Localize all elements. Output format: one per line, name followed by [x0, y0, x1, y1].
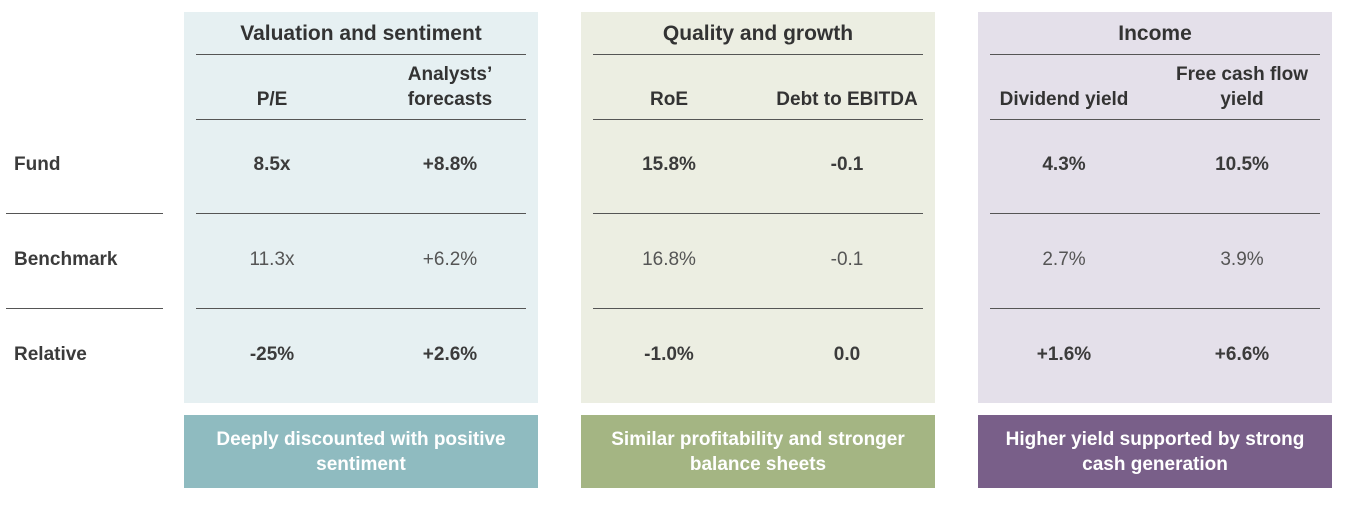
row-divider: [196, 213, 526, 214]
header-underline: [196, 119, 526, 120]
row-label-benchmark: Benchmark: [14, 249, 118, 270]
benchmark-debt-to-ebitda: -0.1: [830, 249, 864, 270]
column-header-free-cash-flow-yield: Free cash flow yield: [1176, 64, 1308, 110]
column-header-analysts-forecasts: Analysts’ forecasts: [407, 64, 493, 110]
row-divider: [6, 213, 163, 214]
panel-title: Income: [1118, 22, 1192, 45]
relative-free-cash-flow-yield: +6.6%: [1214, 344, 1270, 365]
header-underline: [593, 119, 923, 120]
fund-dividend-yield: 4.3%: [1042, 154, 1086, 175]
fund-free-cash-flow-yield: 10.5%: [1215, 154, 1269, 175]
fund-debt-to-ebitda: -0.1: [830, 154, 864, 175]
relative-dividend-yield: +1.6%: [1036, 344, 1092, 365]
panel-title: Valuation and sentiment: [240, 22, 482, 45]
summary-text: Deeply discounted with positive sentimen…: [216, 428, 506, 475]
title-underline: [196, 54, 526, 55]
summary-income: Higher yield supported by strong cash ge…: [978, 415, 1332, 488]
benchmark-free-cash-flow-yield: 3.9%: [1220, 249, 1264, 270]
column-header-pe: P/E: [256, 89, 288, 110]
panel-valuation-sentiment: Valuation and sentiment P/E Analysts’ fo…: [184, 12, 538, 403]
benchmark-analysts-forecasts: +6.2%: [422, 249, 478, 270]
title-underline: [990, 54, 1320, 55]
header-underline: [990, 119, 1320, 120]
panel-title: Quality and growth: [662, 22, 854, 45]
row-divider: [593, 308, 923, 309]
row-label-relative: Relative: [14, 344, 87, 365]
relative-analysts-forecasts: +2.6%: [422, 344, 478, 365]
panel-income: Income Dividend yield Free cash flow yie…: [978, 12, 1332, 403]
row-divider: [6, 308, 163, 309]
column-header-debt-to-ebitda: Debt to EBITDA: [776, 89, 918, 110]
row-divider: [990, 213, 1320, 214]
benchmark-roe: 16.8%: [642, 249, 696, 270]
relative-debt-to-ebitda: 0.0: [833, 344, 861, 365]
benchmark-dividend-yield: 2.7%: [1042, 249, 1086, 270]
relative-pe: -25%: [249, 344, 295, 365]
row-label-fund: Fund: [14, 154, 61, 175]
title-underline: [593, 54, 923, 55]
fund-pe: 8.5x: [253, 154, 291, 175]
column-header-roe: RoE: [650, 89, 688, 110]
benchmark-pe: 11.3x: [249, 249, 295, 270]
row-divider: [593, 213, 923, 214]
column-header-dividend-yield: Dividend yield: [999, 89, 1129, 110]
summary-text: Higher yield supported by strong cash ge…: [1005, 428, 1305, 475]
row-divider: [196, 308, 526, 309]
summary-text: Similar profitability and stronger balan…: [611, 428, 905, 475]
panel-quality-growth: Quality and growth RoE Debt to EBITDA 15…: [581, 12, 935, 403]
summary-valuation-sentiment: Deeply discounted with positive sentimen…: [184, 415, 538, 488]
row-divider: [990, 308, 1320, 309]
fund-roe: 15.8%: [642, 154, 696, 175]
summary-quality-growth: Similar profitability and stronger balan…: [581, 415, 935, 488]
relative-roe: -1.0%: [644, 344, 694, 365]
fund-analysts-forecasts: +8.8%: [422, 154, 478, 175]
